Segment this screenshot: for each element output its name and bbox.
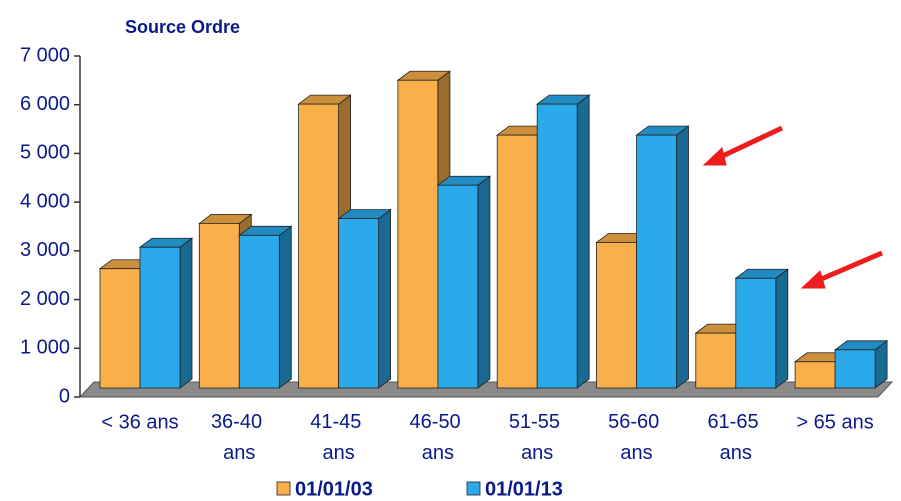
y-tick-label: 0 [59, 385, 70, 407]
x-tick-label: 56-60 ans [608, 411, 665, 464]
y-tick-label: 4 000 [20, 190, 70, 212]
x-tick-label: > 65 ans [796, 411, 873, 433]
bar-side [775, 268, 789, 389]
bar-side [576, 94, 590, 389]
legend-swatch [276, 481, 291, 496]
bar [496, 134, 538, 389]
y-tick-label: 5 000 [20, 142, 70, 164]
bar [139, 246, 181, 389]
y-tick-label: 2 000 [20, 288, 70, 310]
bar-side [676, 125, 689, 389]
bar [735, 277, 777, 389]
y-tick-label: 1 000 [20, 337, 70, 359]
x-tick-label: 61-65 ans [707, 411, 764, 464]
chart-title: Source Ordre [125, 17, 240, 37]
bar-side [278, 225, 292, 389]
bar [238, 234, 280, 389]
x-tick-label: < 36 ans [101, 411, 178, 433]
bar [298, 103, 340, 389]
bar-side [477, 175, 491, 389]
x-tick-label: 36-40 ans [211, 411, 268, 464]
floor [78, 381, 894, 398]
arrow-head [800, 270, 826, 289]
arrow-head [702, 147, 727, 166]
bar [695, 332, 737, 389]
bar [794, 361, 836, 389]
y-tick-label: 6 000 [20, 93, 70, 115]
bar-side [378, 208, 392, 389]
bar [198, 222, 240, 389]
bar [636, 134, 677, 389]
arrow [712, 125, 784, 163]
bar [338, 218, 380, 389]
x-tick-label: 41-45 ans [310, 411, 367, 464]
y-tick-label: 7 000 [20, 44, 70, 66]
bar [536, 103, 578, 389]
legend-label: 01/01/03 [295, 478, 373, 500]
bar [397, 79, 439, 389]
x-tick-label: 46-50 ans [410, 411, 467, 464]
bar [596, 242, 637, 389]
y-tick-label: 3 000 [20, 239, 70, 261]
arrow [811, 250, 883, 286]
legend-label: 01/01/13 [485, 478, 563, 500]
bar [99, 268, 141, 389]
bar [437, 184, 479, 389]
bar [834, 349, 876, 389]
bar-side [179, 237, 193, 389]
legend-swatch [466, 481, 481, 496]
arrows [702, 125, 883, 289]
x-tick-label: 51-55 ans [509, 411, 566, 464]
